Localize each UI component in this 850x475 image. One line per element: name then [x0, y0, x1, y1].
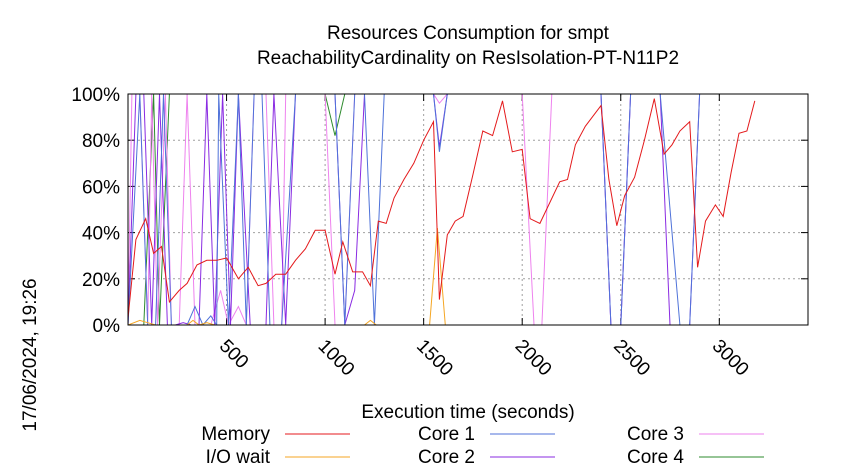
y-tick-label: 80% [82, 131, 120, 152]
legend-label-core-3: Core 3 [627, 424, 684, 445]
plot-frame [127, 93, 809, 326]
x-tick-label: 1000 [314, 336, 359, 381]
x-tick-label: 3000 [708, 336, 753, 381]
legend-label-memory: Memory [201, 424, 270, 445]
timestamp-label: 17/06/2024, 19:26 [20, 278, 41, 431]
y-tick-label: 40% [82, 224, 120, 245]
y-tick-label: 0% [93, 316, 121, 337]
chart-title-line1: Resources Consumption for smpt [327, 23, 610, 44]
y-tick-label: 20% [82, 270, 120, 291]
series-line-i-o-wait [128, 227, 759, 325]
x-tick-label: 500 [215, 336, 252, 373]
x-tick-label: 1500 [412, 336, 457, 381]
legend-label-core-4: Core 4 [627, 447, 684, 468]
x-axis-ticks: 500 1000 1500 2000 2500 3000 [215, 94, 753, 380]
series-line-core-4 [128, 94, 759, 325]
x-tick-label: 2000 [511, 336, 556, 381]
series-line-memory [128, 98, 756, 319]
legend-label-core-1: Core 1 [418, 424, 475, 445]
series-line-core-1 [128, 94, 759, 325]
legend-label-core-2: Core 2 [418, 447, 475, 468]
series-lines [128, 94, 759, 325]
x-axis-label: Execution time (seconds) [361, 402, 574, 423]
x-tick-label: 2500 [609, 336, 654, 381]
y-tick-label: 100% [71, 85, 120, 106]
y-tick-label: 60% [82, 177, 120, 198]
chart-title-line2: ReachabilityCardinality on ResIsolation-… [257, 48, 679, 69]
series-line-core-2 [128, 94, 759, 325]
series-line-core-3 [128, 94, 759, 325]
legend-label-i-o-wait: I/O wait [206, 447, 271, 468]
